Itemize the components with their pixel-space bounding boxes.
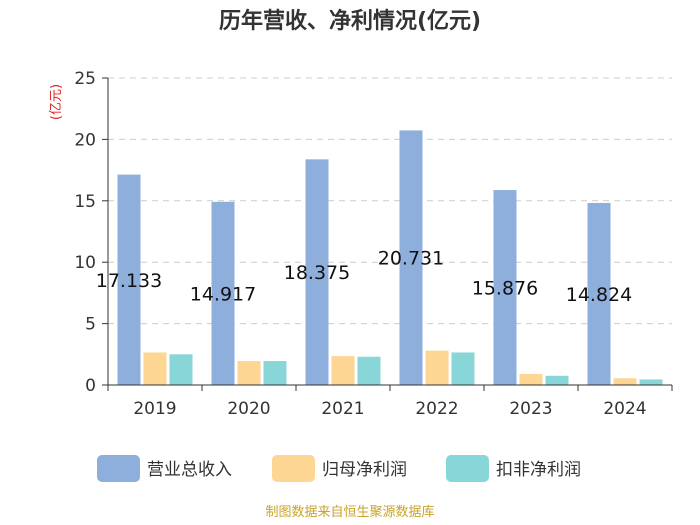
legend-swatch — [272, 455, 315, 482]
x-tick-label: 2021 — [321, 399, 364, 419]
bar — [143, 352, 167, 385]
y-tick-label: 10 — [74, 253, 96, 273]
x-tick-label: 2020 — [227, 399, 270, 419]
grid — [108, 77, 672, 325]
x-tick-label: 2019 — [133, 399, 176, 419]
y-tick-label: 5 — [85, 315, 96, 335]
y-tick-label: 25 — [74, 69, 96, 89]
y-tick-label: 20 — [74, 130, 96, 150]
legend-item[interactable]: 营业总收入 — [97, 455, 232, 482]
y-axis-label: (亿元) — [49, 84, 64, 120]
legend-label: 营业总收入 — [147, 460, 232, 480]
data-label: 17.133 — [96, 270, 162, 292]
data-label: 15.876 — [472, 278, 538, 300]
chart-title: 历年营收、净利情况(亿元) — [219, 8, 481, 34]
bar — [357, 356, 381, 385]
x-tick-label: 2024 — [603, 399, 646, 419]
legend-label: 扣非净利润 — [496, 460, 581, 480]
bar — [263, 361, 287, 385]
legend-label: 归母净利润 — [322, 460, 407, 480]
bar — [211, 201, 235, 385]
legend-swatch — [97, 455, 140, 482]
bar — [545, 375, 569, 385]
legend[interactable]: 营业总收入 归母净利润 扣非净利润 — [97, 455, 581, 482]
bar — [305, 159, 329, 385]
legend-item[interactable]: 归母净利润 — [272, 455, 407, 482]
data-label: 14.824 — [566, 284, 632, 306]
bar — [587, 202, 611, 385]
y-tick-label: 15 — [74, 192, 96, 212]
legend-swatch — [446, 455, 489, 482]
bar — [331, 356, 355, 385]
bar — [613, 378, 637, 385]
source-note: 制图数据来自恒生聚源数据库 — [265, 504, 434, 520]
x-tick-label: 2023 — [509, 399, 552, 419]
bar — [519, 373, 543, 385]
data-label: 14.917 — [190, 283, 256, 305]
y-tick-label: 0 — [85, 376, 96, 396]
x-tick-label: 2022 — [415, 399, 458, 419]
bar — [425, 350, 449, 385]
axes: 0 5 10 15 20 25 2019 2020 2021 2022 2023 2024 — [74, 69, 673, 419]
data-label: 18.375 — [284, 262, 350, 284]
bar — [237, 361, 261, 385]
bar — [399, 130, 423, 385]
legend-item[interactable]: 扣非净利润 — [446, 455, 581, 482]
bar — [117, 174, 141, 385]
bars — [117, 130, 663, 385]
bar — [169, 354, 193, 385]
data-labels: 17.133 14.917 18.375 20.731 15.876 14.824 — [96, 248, 632, 306]
bar — [493, 190, 517, 385]
data-label: 20.731 — [378, 248, 444, 270]
bar — [639, 379, 663, 385]
bar — [451, 352, 475, 385]
